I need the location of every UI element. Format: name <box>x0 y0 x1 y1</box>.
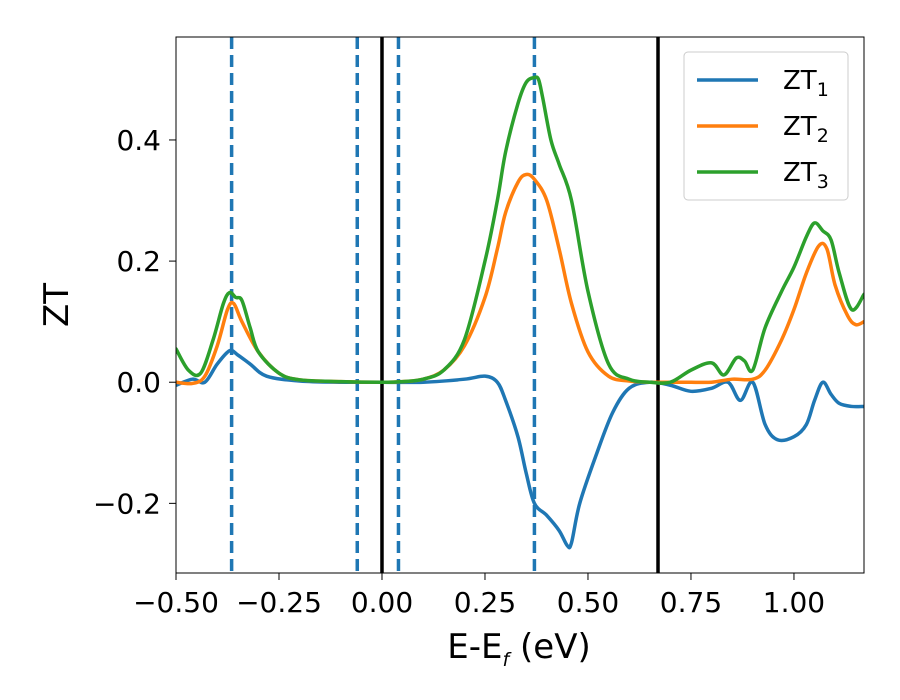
series-line-zt1 <box>176 348 864 550</box>
legend: ZT1 ZT2 ZT3 <box>683 51 849 201</box>
y-tick-label: −0.2 <box>93 487 161 520</box>
x-tick-label: −0.25 <box>236 586 322 619</box>
series-layer <box>176 75 864 550</box>
x-tick-label: 0.50 <box>557 586 619 619</box>
x-tick-label: 0.00 <box>351 586 413 619</box>
y-tick-label: 0.0 <box>116 366 161 399</box>
x-tick-label: 0.75 <box>660 586 722 619</box>
y-axis-label: ZT <box>37 283 77 327</box>
series-line-zt3 <box>176 75 864 385</box>
legend-label: ZT2 <box>783 112 829 147</box>
y-tick-label: 0.2 <box>116 245 161 278</box>
legend-label: ZT3 <box>783 158 829 193</box>
x-tick-label: −0.50 <box>133 586 219 619</box>
y-tick-label: 0.4 <box>116 124 161 157</box>
x-tick-label: 1.00 <box>763 586 825 619</box>
legend-box <box>683 51 849 201</box>
x-axis-ticks: −0.50 −0.25 0.00 0.25 0.50 0.75 1.00 <box>133 573 825 619</box>
y-axis-ticks: −0.2 0.0 0.2 0.4 <box>93 124 176 520</box>
reference-lines <box>229 37 660 573</box>
legend-label: ZT1 <box>783 66 829 101</box>
plot-frame <box>175 36 865 574</box>
x-tick-label: 0.25 <box>454 586 516 619</box>
x-axis-label: E-Ef (eV) <box>447 627 590 671</box>
series-line-zt2 <box>176 172 864 386</box>
